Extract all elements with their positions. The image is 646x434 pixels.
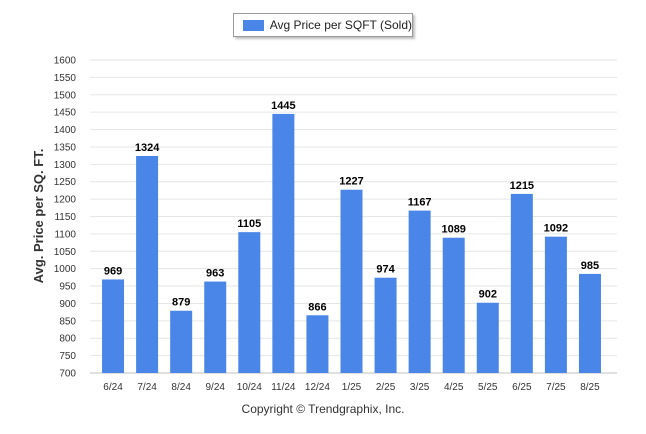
y-tick-label: 1550 — [54, 73, 77, 84]
bar[interactable] — [578, 273, 601, 373]
y-tick-label: 1150 — [54, 212, 76, 223]
y-tick-label: 1500 — [54, 90, 77, 101]
y-tick-label: 1350 — [54, 142, 77, 153]
x-tick-label: 1/25 — [342, 382, 362, 393]
bar-value-label: 902 — [479, 289, 497, 301]
y-tick-label: 850 — [59, 316, 76, 327]
y-tick-label: 1000 — [54, 264, 77, 275]
bar[interactable] — [442, 237, 465, 373]
bar-value-label: 985 — [581, 260, 599, 272]
bar[interactable] — [476, 302, 499, 373]
bar[interactable] — [306, 315, 329, 373]
bar[interactable] — [170, 310, 193, 373]
bar[interactable] — [272, 113, 295, 374]
y-tick-label: 1600 — [54, 56, 77, 67]
x-tick-label: 6/25 — [512, 382, 532, 393]
x-tick-label: 10/24 — [237, 382, 262, 393]
x-tick-label: 7/24 — [137, 382, 157, 393]
bar[interactable] — [340, 189, 363, 373]
bar-value-label: 1227 — [339, 176, 363, 188]
y-axis-label: Avg. Price per SQ. FT. — [31, 149, 46, 284]
y-tick-label: 800 — [59, 334, 76, 345]
bar-value-label: 1089 — [441, 224, 465, 236]
bar-value-label: 1105 — [237, 218, 261, 230]
x-tick-label: 11/24 — [271, 382, 296, 393]
y-tick-label: 900 — [59, 299, 76, 310]
y-tick-label: 1450 — [54, 108, 77, 119]
y-tick-label: 1300 — [54, 160, 77, 171]
legend-label: Avg Price per SQFT (Sold) — [269, 18, 412, 32]
y-tick-label: 1250 — [54, 177, 77, 188]
y-tick-label: 1400 — [54, 125, 77, 136]
bar-value-label: 866 — [308, 301, 326, 313]
x-tick-label: 6/24 — [103, 382, 123, 393]
bar-value-label: 1167 — [408, 197, 432, 209]
y-tick-label: 950 — [59, 282, 76, 293]
x-tick-label: 12/24 — [305, 382, 330, 393]
x-tick-label: 7/25 — [546, 382, 566, 393]
bar[interactable] — [544, 236, 567, 373]
x-tick-label: 9/24 — [205, 382, 225, 393]
y-tick-label: 1200 — [54, 195, 77, 206]
bar[interactable] — [204, 281, 227, 373]
bar[interactable] — [510, 193, 533, 373]
bar-value-label: 974 — [376, 264, 395, 276]
x-tick-label: 8/25 — [580, 382, 600, 393]
bar[interactable] — [102, 279, 125, 373]
copyright-text: Copyright © Trendgraphix, Inc. — [241, 402, 405, 416]
bar-value-label: 879 — [172, 297, 190, 309]
bar[interactable] — [408, 210, 431, 373]
bar[interactable] — [374, 277, 397, 373]
bar-value-label: 963 — [206, 268, 224, 280]
x-tick-label: 5/25 — [478, 382, 498, 393]
y-tick-label: 700 — [59, 369, 76, 380]
bar-value-label: 969 — [104, 265, 122, 277]
bar-value-label: 1092 — [544, 223, 568, 235]
x-tick-label: 2/25 — [376, 382, 396, 393]
x-tick-label: 3/25 — [410, 382, 430, 393]
legend: Avg Price per SQFT (Sold) — [233, 13, 413, 37]
bar-value-label: 1215 — [510, 180, 534, 192]
y-tick-label: 1100 — [54, 229, 76, 240]
x-tick-label: 8/24 — [171, 382, 191, 393]
y-tick-label: 1050 — [54, 247, 77, 258]
bar[interactable] — [136, 155, 159, 373]
x-tick-label: 4/25 — [444, 382, 464, 393]
grid-layer — [90, 59, 617, 374]
bar-value-label: 1324 — [135, 142, 160, 154]
bar[interactable] — [238, 232, 261, 373]
y-tick-label: 750 — [59, 351, 76, 362]
legend-swatch — [243, 19, 264, 31]
labels-layer: 700 750 800 850 900 950 1000 1050 1100 1150 1200 12… — [54, 56, 600, 394]
bars-layer — [102, 113, 601, 374]
bar-value-label: 1445 — [271, 100, 295, 112]
